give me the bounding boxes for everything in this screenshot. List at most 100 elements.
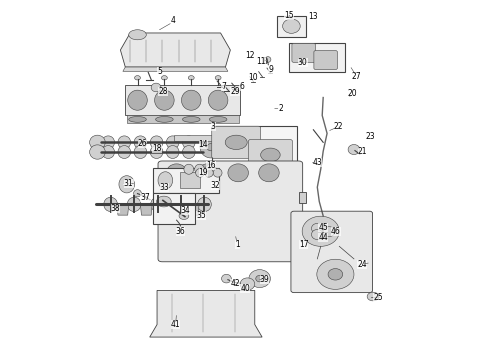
Ellipse shape [118,145,131,158]
Text: 4: 4 [170,16,175,25]
Ellipse shape [157,196,171,207]
Ellipse shape [367,292,379,301]
Text: 35: 35 [196,211,206,220]
Ellipse shape [166,164,187,182]
Text: 6: 6 [239,82,244,91]
Ellipse shape [150,136,163,149]
Polygon shape [150,291,262,337]
Text: 8: 8 [262,57,267,66]
Text: 10: 10 [248,73,258,82]
Text: 19: 19 [198,168,208,177]
Ellipse shape [228,164,248,182]
Text: 17: 17 [299,240,308,249]
Bar [127,116,239,123]
Ellipse shape [129,117,147,122]
Ellipse shape [204,168,213,177]
Text: 25: 25 [373,293,383,302]
Ellipse shape [174,197,188,212]
Text: 40: 40 [240,284,250,293]
Ellipse shape [102,145,115,158]
Ellipse shape [119,176,135,193]
Text: 37: 37 [140,193,150,202]
Text: 28: 28 [158,86,168,95]
Ellipse shape [184,164,194,174]
Text: 27: 27 [352,72,361,81]
Ellipse shape [179,212,189,220]
Text: 7: 7 [221,82,226,91]
Ellipse shape [240,278,255,290]
Ellipse shape [197,164,218,182]
Text: 24: 24 [357,260,367,269]
Text: 33: 33 [160,183,169,192]
Ellipse shape [209,117,227,122]
Text: 18: 18 [152,144,162,153]
Text: 32: 32 [211,181,220,190]
Ellipse shape [156,117,173,122]
Ellipse shape [312,229,323,239]
Text: 31: 31 [124,179,133,188]
FancyBboxPatch shape [248,139,293,170]
Ellipse shape [200,136,221,158]
Bar [212,126,297,169]
Text: 14: 14 [198,140,208,149]
Ellipse shape [118,136,131,149]
Bar [174,135,216,141]
Text: 36: 36 [175,228,185,237]
Text: 23: 23 [365,132,375,141]
Text: 21: 21 [358,147,367,156]
Ellipse shape [90,135,105,149]
Ellipse shape [283,19,300,33]
Text: 12: 12 [245,51,255,60]
Polygon shape [123,67,228,71]
Ellipse shape [249,270,270,288]
Text: 13: 13 [309,12,318,21]
Ellipse shape [215,76,221,80]
Ellipse shape [128,90,147,110]
Ellipse shape [213,168,222,177]
Ellipse shape [197,197,211,212]
Ellipse shape [127,197,141,212]
Text: 30: 30 [298,58,308,67]
Polygon shape [187,204,199,215]
Ellipse shape [207,144,215,151]
Bar [153,168,219,193]
Polygon shape [121,33,230,67]
Ellipse shape [150,145,163,158]
Ellipse shape [134,136,147,149]
Text: 22: 22 [333,122,343,131]
FancyBboxPatch shape [212,126,261,158]
Ellipse shape [188,76,194,80]
Ellipse shape [155,90,174,110]
Polygon shape [141,204,152,215]
Ellipse shape [225,135,247,149]
Ellipse shape [317,259,354,289]
Text: 16: 16 [206,161,216,170]
Text: 5: 5 [157,67,162,76]
Bar [125,85,240,116]
Ellipse shape [196,168,204,177]
Ellipse shape [182,145,195,158]
Ellipse shape [208,90,228,110]
FancyBboxPatch shape [291,211,372,293]
Ellipse shape [195,164,204,174]
FancyBboxPatch shape [292,43,316,62]
Polygon shape [164,204,175,215]
Ellipse shape [323,226,335,237]
Ellipse shape [166,136,179,149]
Ellipse shape [181,90,201,110]
Ellipse shape [166,145,179,158]
Ellipse shape [182,117,200,122]
Bar [289,43,345,72]
Ellipse shape [135,76,141,80]
Text: 39: 39 [260,275,270,284]
FancyBboxPatch shape [158,161,303,262]
Text: 34: 34 [180,206,190,215]
Ellipse shape [261,148,280,162]
Ellipse shape [259,164,279,182]
Text: 15: 15 [284,11,294,20]
Ellipse shape [129,30,147,40]
Text: 41: 41 [171,320,180,329]
Ellipse shape [134,190,142,197]
Ellipse shape [256,275,264,282]
Ellipse shape [134,145,147,158]
